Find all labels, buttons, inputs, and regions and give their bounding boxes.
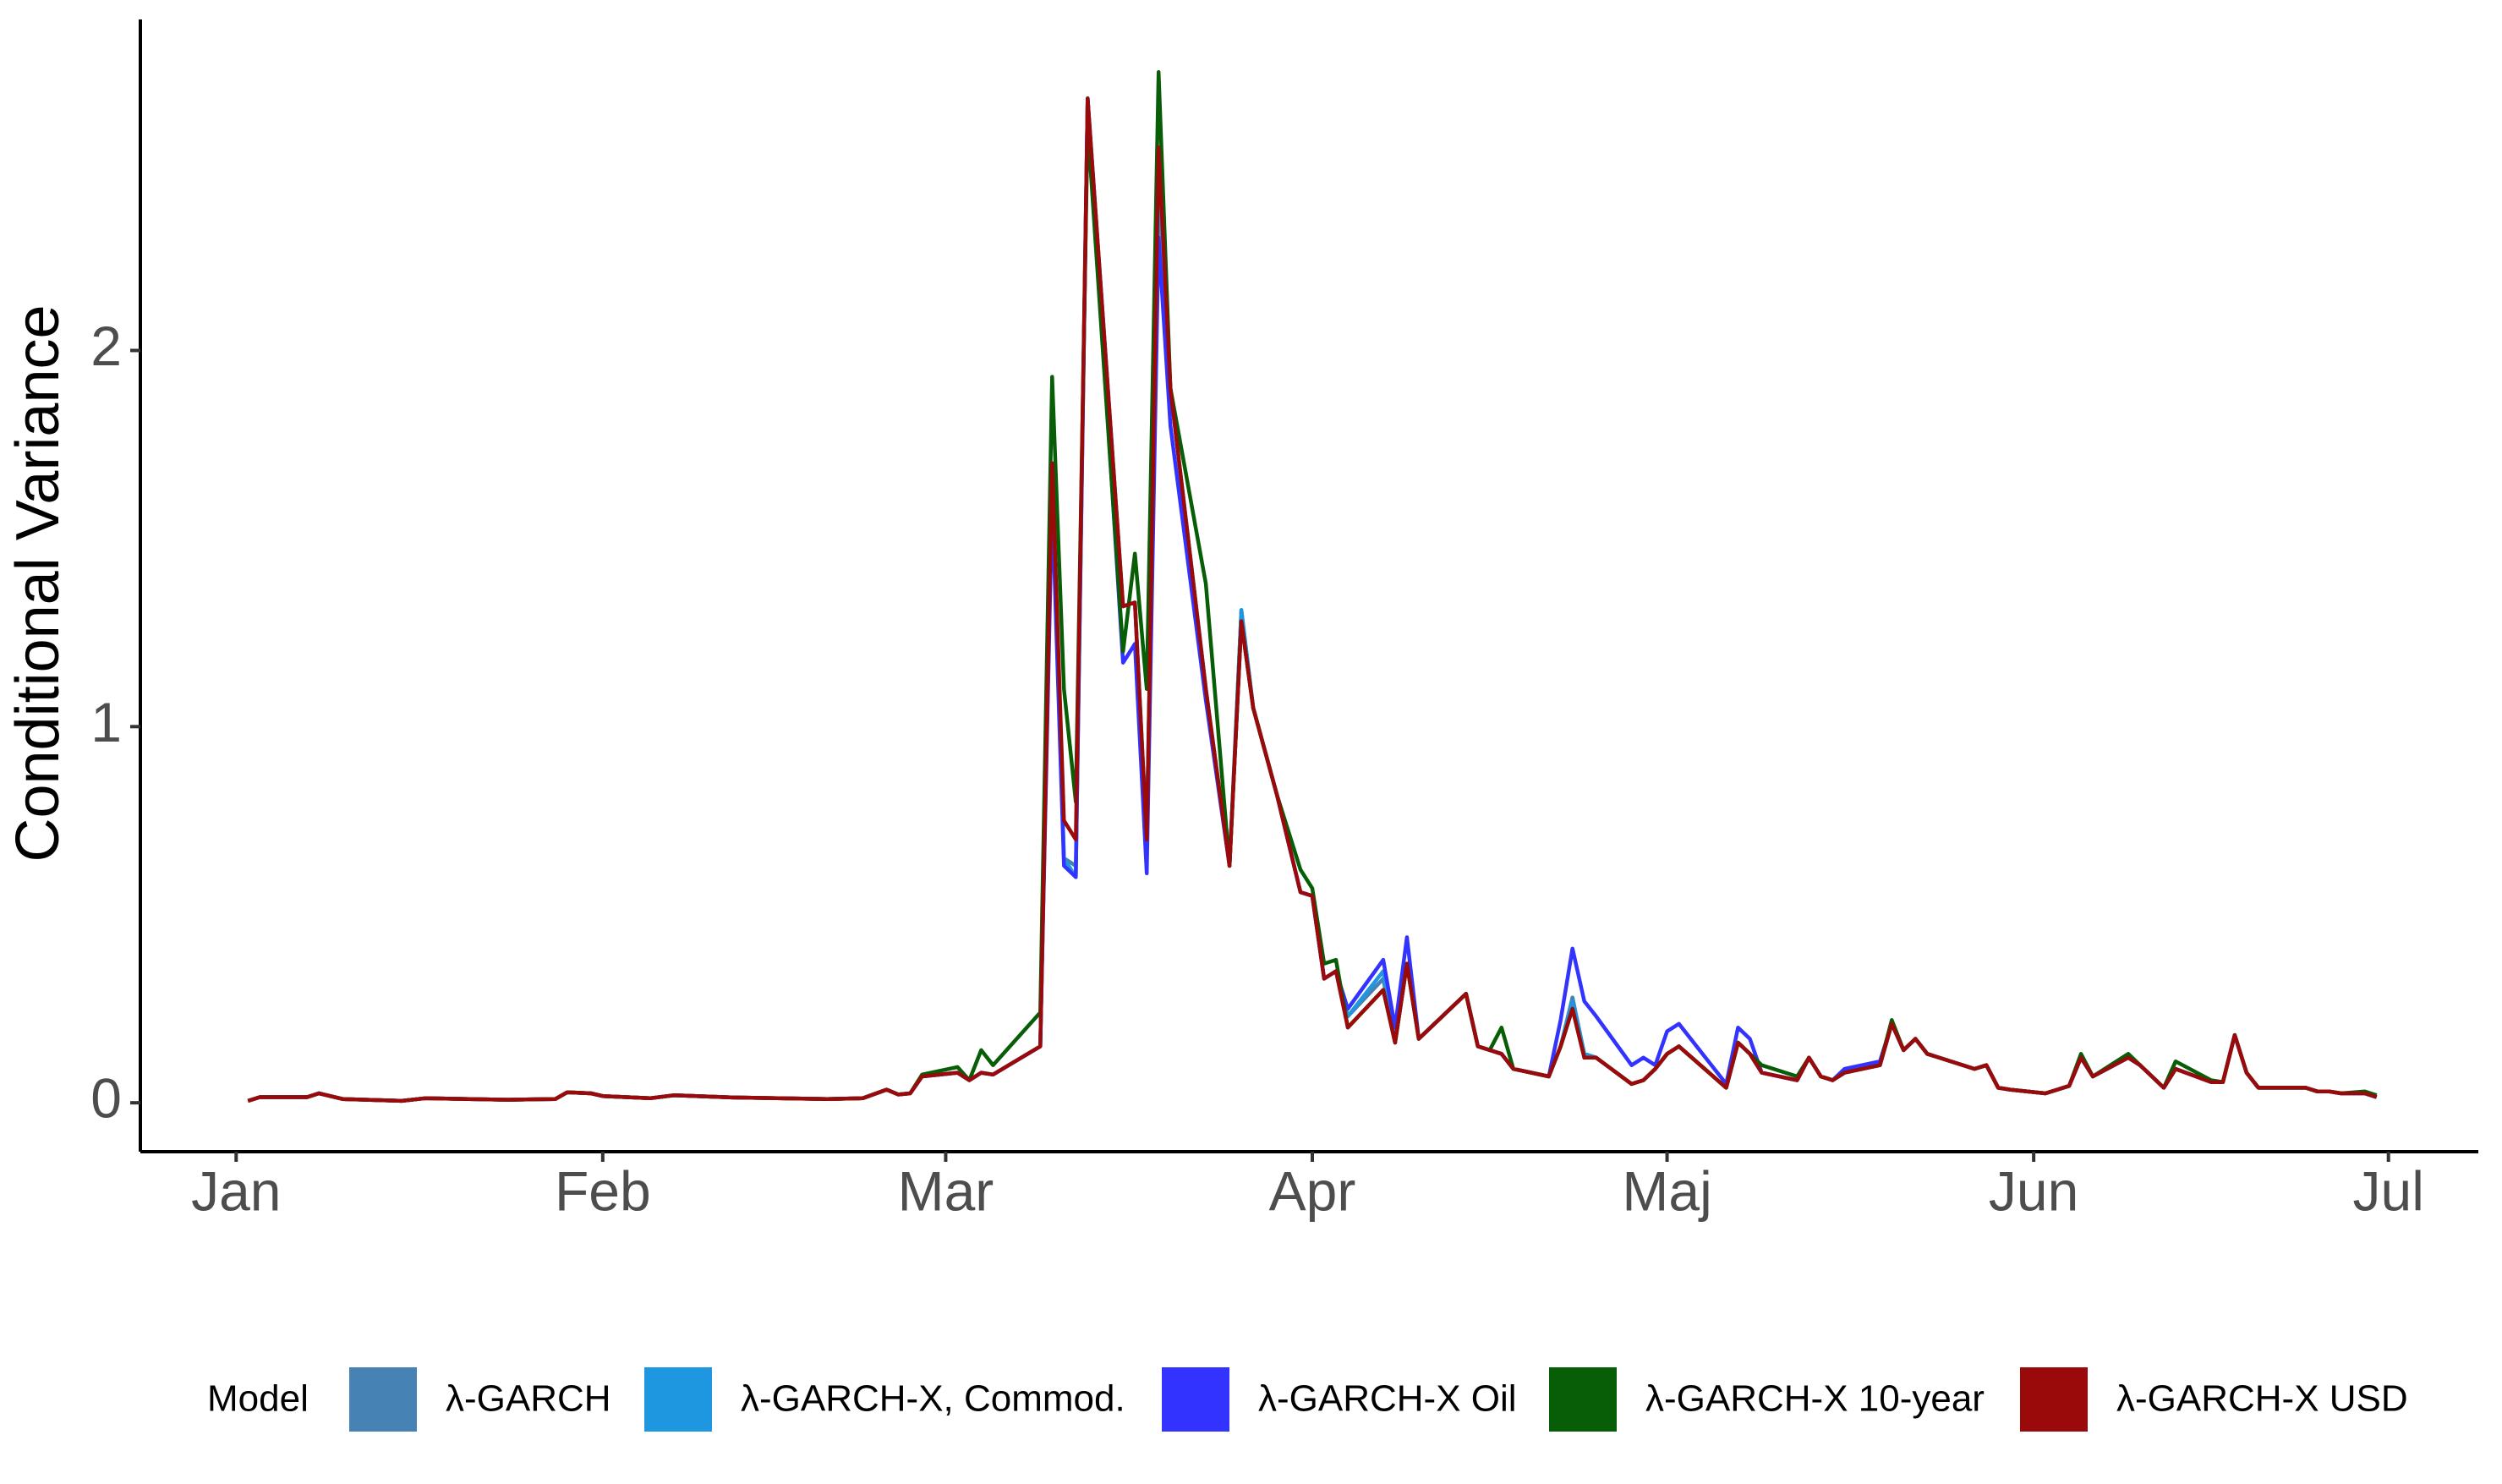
x-tick-label: Apr [1269,1159,1356,1222]
legend-label: λ-GARCH-X 10-year [1645,1378,1985,1420]
legend-swatch [349,1367,417,1432]
series-line [247,96,2378,1103]
y-tick-label: 1 [90,691,122,753]
series-line [247,96,2378,1103]
series-line [247,96,2378,1103]
y-tick-label: 0 [90,1067,122,1130]
x-tick-label: Feb [555,1159,651,1222]
legend-label: λ-GARCH-X Oil [1258,1378,1517,1420]
series-line [247,96,2378,1103]
legend-label: λ-GARCH-X USD [2116,1378,2408,1420]
x-tick-label: Jun [1989,1159,2078,1222]
legend-label: λ-GARCH-X, Commod. [741,1378,1125,1420]
y-axis-title: Conditional Variance [4,304,72,862]
legend-swatch [1549,1367,1617,1432]
legend-label: λ-GARCH [446,1378,611,1420]
legend-title: Model [207,1378,309,1420]
x-tick-label: Mar [898,1159,994,1222]
legend-swatch [2020,1367,2088,1432]
y-tick-label: 2 [90,315,122,377]
x-tick-label: Jan [191,1159,281,1222]
legend-swatch [644,1367,712,1432]
x-tick-label: Jul [2353,1159,2424,1222]
x-tick-label: Maj [1622,1159,1711,1222]
legend-swatch [1162,1367,1229,1432]
series-line [247,70,2378,1103]
